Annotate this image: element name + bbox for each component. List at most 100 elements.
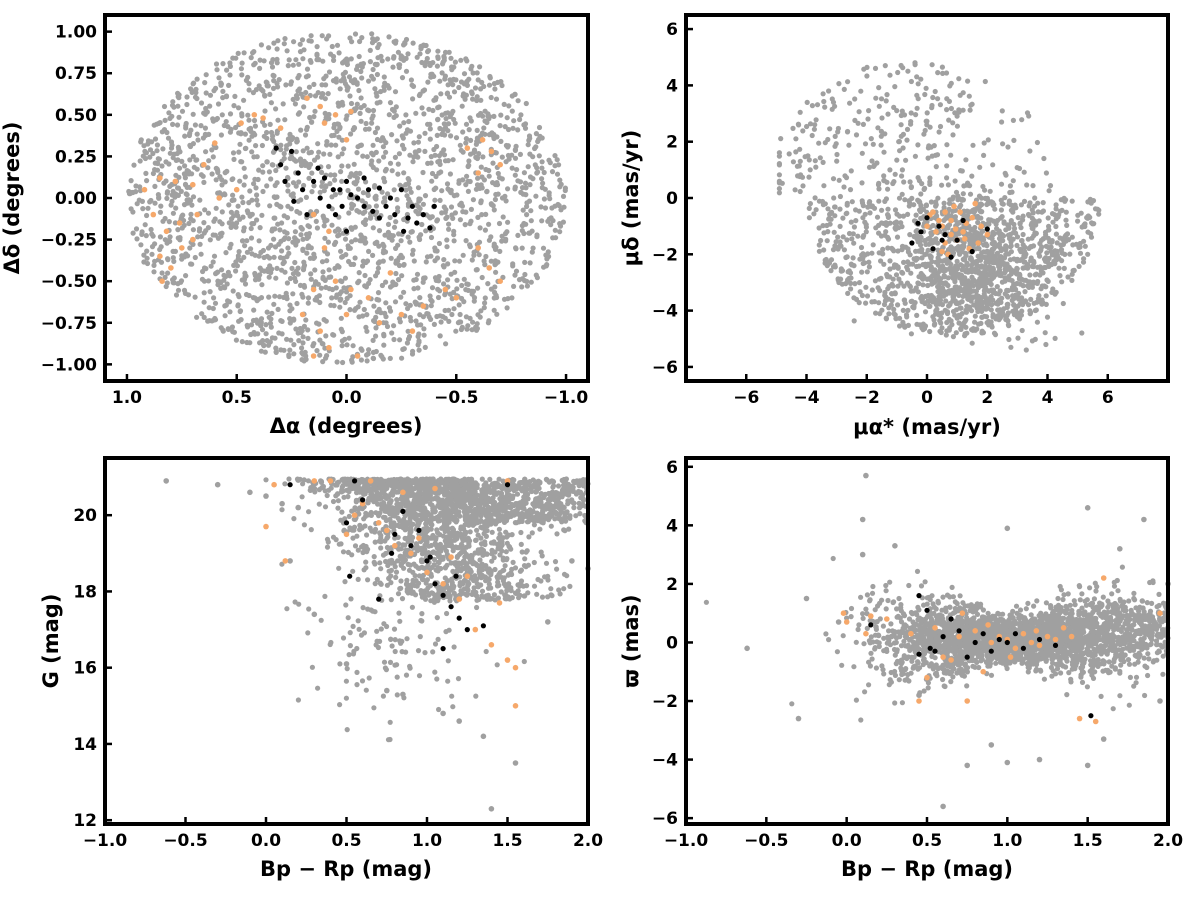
field-point bbox=[249, 197, 255, 203]
field-point bbox=[297, 156, 304, 162]
field-point bbox=[343, 289, 350, 295]
core-member-point bbox=[420, 212, 426, 218]
field-point bbox=[363, 120, 369, 127]
field-point bbox=[150, 170, 156, 177]
field-point bbox=[263, 322, 269, 328]
field-point bbox=[496, 220, 503, 227]
field-point bbox=[315, 141, 321, 147]
field-point bbox=[130, 230, 136, 236]
member-point bbox=[984, 231, 991, 238]
field-point bbox=[557, 229, 563, 235]
field-point bbox=[274, 60, 280, 66]
field-point bbox=[394, 138, 400, 144]
field-point bbox=[527, 151, 533, 157]
field-point bbox=[892, 291, 898, 297]
field-point bbox=[902, 197, 908, 203]
field-point bbox=[938, 315, 944, 321]
field-point bbox=[864, 293, 871, 299]
field-point bbox=[202, 111, 208, 117]
field-point bbox=[190, 153, 196, 159]
field-point bbox=[954, 123, 961, 129]
field-point bbox=[341, 285, 347, 291]
field-point bbox=[962, 255, 968, 261]
field-point bbox=[438, 319, 444, 325]
field-point bbox=[457, 202, 463, 208]
field-point bbox=[366, 126, 372, 132]
field-point bbox=[1035, 296, 1041, 302]
member-point bbox=[163, 228, 170, 235]
field-point bbox=[887, 72, 893, 78]
field-point bbox=[403, 68, 410, 74]
field-point bbox=[218, 132, 224, 138]
field-point bbox=[470, 96, 476, 102]
field-point bbox=[1034, 139, 1040, 146]
field-point bbox=[348, 56, 354, 62]
field-point bbox=[442, 49, 449, 56]
field-point bbox=[865, 204, 871, 210]
proper-motion-points bbox=[776, 60, 1102, 353]
field-point bbox=[218, 280, 224, 286]
field-point bbox=[303, 317, 309, 323]
field-point bbox=[462, 222, 468, 228]
field-point bbox=[296, 72, 302, 79]
field-point bbox=[461, 276, 467, 282]
field-point bbox=[1040, 270, 1046, 276]
field-point bbox=[963, 269, 969, 275]
core-member-point bbox=[918, 229, 924, 235]
field-point bbox=[376, 228, 383, 234]
member-point bbox=[179, 245, 185, 251]
field-point bbox=[841, 184, 847, 190]
field-point bbox=[284, 143, 290, 149]
field-point bbox=[187, 197, 194, 204]
field-point bbox=[918, 76, 924, 82]
field-point bbox=[852, 96, 858, 102]
field-point bbox=[157, 234, 163, 240]
field-point bbox=[308, 38, 314, 44]
field-point bbox=[197, 197, 203, 203]
field-point bbox=[914, 312, 920, 318]
field-point bbox=[287, 308, 293, 314]
member-point bbox=[168, 265, 174, 271]
field-point bbox=[975, 245, 981, 251]
field-point bbox=[405, 51, 411, 57]
field-point bbox=[890, 180, 896, 187]
field-point bbox=[1053, 289, 1059, 295]
field-point bbox=[952, 267, 958, 273]
field-point bbox=[891, 264, 897, 270]
field-point bbox=[509, 165, 515, 171]
field-point bbox=[1096, 211, 1102, 217]
field-point bbox=[379, 282, 385, 289]
field-point bbox=[349, 39, 355, 45]
field-point bbox=[812, 158, 818, 164]
field-point bbox=[326, 267, 332, 273]
field-point bbox=[355, 576, 361, 583]
field-point bbox=[906, 198, 912, 204]
field-point bbox=[251, 181, 257, 187]
field-point bbox=[285, 203, 291, 209]
field-point bbox=[883, 196, 890, 202]
field-point bbox=[422, 148, 428, 154]
field-point bbox=[423, 228, 429, 234]
field-point bbox=[369, 120, 375, 126]
field-point bbox=[519, 185, 526, 191]
field-point bbox=[899, 191, 905, 197]
field-point bbox=[263, 477, 269, 483]
field-point bbox=[465, 281, 471, 287]
field-point bbox=[290, 271, 296, 277]
field-point bbox=[478, 308, 484, 314]
field-point bbox=[219, 112, 225, 118]
field-point bbox=[506, 156, 512, 162]
field-point bbox=[297, 41, 303, 47]
field-point bbox=[812, 195, 818, 201]
field-point bbox=[976, 269, 983, 276]
field-point bbox=[260, 163, 266, 169]
field-point bbox=[517, 151, 524, 157]
field-point bbox=[896, 276, 902, 282]
field-point bbox=[892, 312, 898, 318]
field-point bbox=[338, 248, 344, 254]
field-point bbox=[214, 115, 220, 122]
field-point bbox=[155, 192, 161, 198]
field-point bbox=[284, 48, 290, 54]
field-point bbox=[969, 340, 975, 346]
field-point bbox=[469, 91, 475, 97]
